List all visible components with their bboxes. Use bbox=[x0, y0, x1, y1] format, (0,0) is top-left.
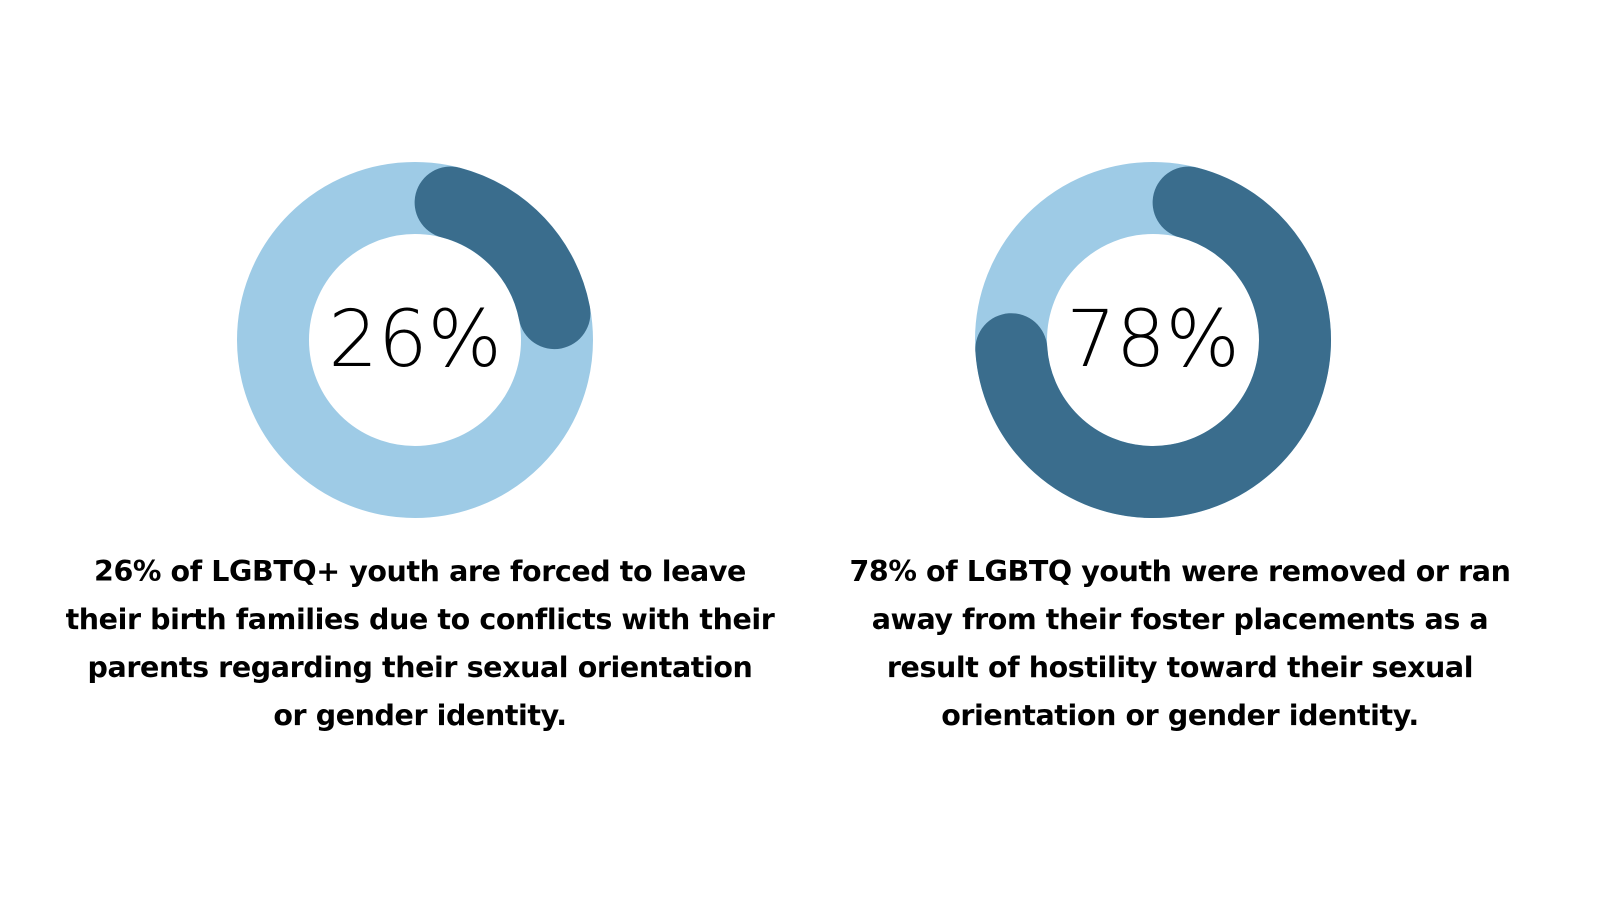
caption-line: or gender identity. bbox=[273, 699, 567, 732]
statistic-panel-right: 78% 78% of LGBTQ youth were removed or r… bbox=[800, 0, 1560, 900]
donut-value-arc bbox=[975, 166, 1331, 518]
caption-line: 26% of LGBTQ+ youth are forced to leave bbox=[94, 555, 746, 588]
donut-center-label: 26% bbox=[328, 295, 501, 385]
caption-line: result of hostility toward their sexual bbox=[886, 651, 1474, 684]
donut-chart-right: 78% bbox=[975, 162, 1331, 518]
caption-line: orientation or gender identity. bbox=[941, 699, 1419, 732]
caption-line: 78% of LGBTQ youth were removed or ran bbox=[849, 555, 1511, 588]
statistic-panel-left: 26% 26% of LGBTQ+ youth are forced to le… bbox=[40, 0, 800, 900]
donut-value-arc bbox=[414, 166, 591, 350]
statistic-caption: 26% of LGBTQ+ youth are forced to leave … bbox=[40, 548, 800, 740]
donut-chart-left: 26% bbox=[237, 162, 593, 518]
statistic-caption: 78% of LGBTQ youth were removed or ran a… bbox=[800, 548, 1560, 740]
caption-line: their birth families due to conflicts wi… bbox=[65, 603, 775, 636]
donut-center-label: 78% bbox=[1066, 295, 1239, 385]
caption-line: away from their foster placements as a bbox=[871, 603, 1489, 636]
caption-line: parents regarding their sexual orientati… bbox=[87, 651, 753, 684]
